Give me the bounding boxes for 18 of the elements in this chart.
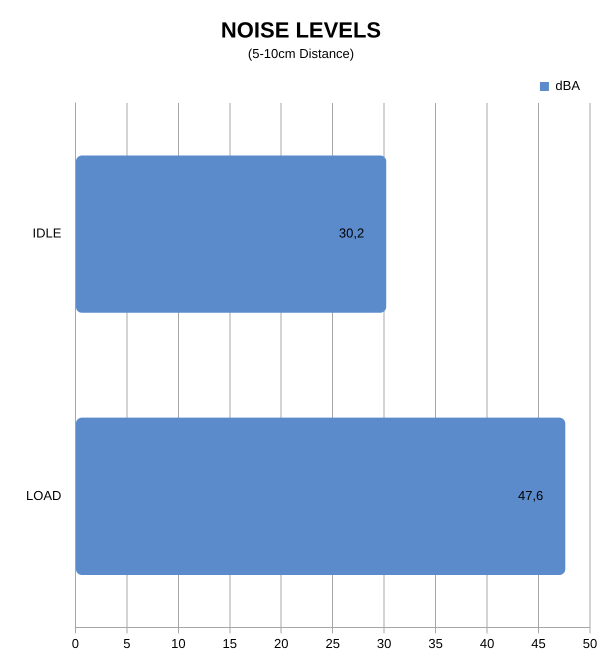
- legend-label: dBA: [555, 78, 580, 94]
- x-tick-label: 40: [480, 636, 494, 651]
- chart-title: NOISE LEVELS: [220, 17, 382, 42]
- x-tick-label: 30: [376, 636, 392, 651]
- x-tick-label: 25: [325, 636, 340, 651]
- x-tick-label: 20: [274, 636, 288, 651]
- x-tick-label: 45: [531, 636, 546, 651]
- y-tick-label: IDLE: [32, 226, 62, 241]
- data-label: 47,6: [518, 488, 544, 503]
- x-tick-label: 0: [72, 636, 80, 651]
- data-label: 30,2: [338, 226, 364, 241]
- x-tick-label: 15: [222, 636, 238, 651]
- x-tick-label: 50: [582, 636, 598, 651]
- x-tick-label: 10: [171, 636, 186, 651]
- y-tick-label: LOAD: [26, 488, 62, 503]
- x-tick-label: 35: [428, 636, 443, 651]
- x-tick-label: 5: [123, 636, 130, 651]
- chart-subtitle: (5-10cm Distance): [248, 46, 354, 61]
